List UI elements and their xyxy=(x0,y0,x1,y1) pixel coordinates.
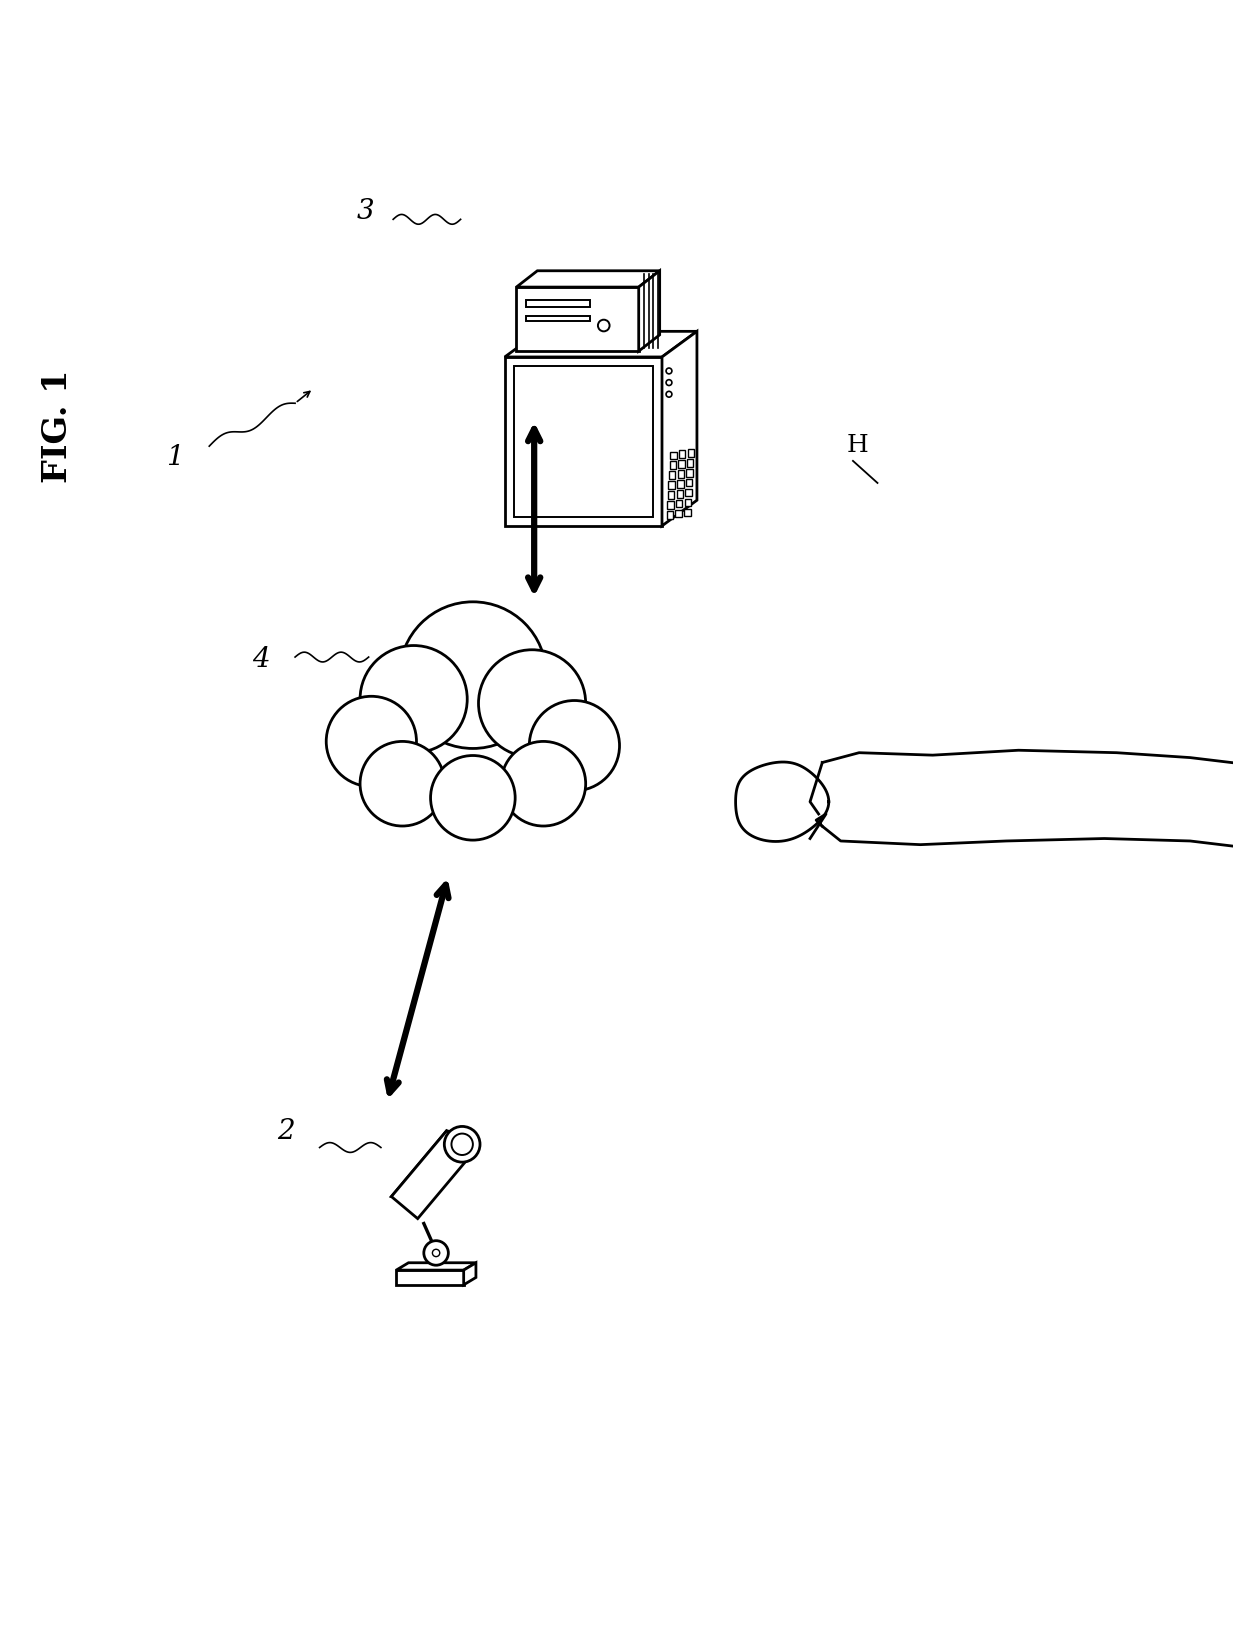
FancyBboxPatch shape xyxy=(678,470,684,477)
Text: 3: 3 xyxy=(356,199,374,225)
FancyBboxPatch shape xyxy=(686,479,692,487)
FancyBboxPatch shape xyxy=(686,488,692,497)
FancyBboxPatch shape xyxy=(678,451,686,457)
Polygon shape xyxy=(516,270,660,287)
Circle shape xyxy=(360,741,445,825)
FancyBboxPatch shape xyxy=(526,316,590,321)
Text: 1: 1 xyxy=(166,443,184,470)
FancyBboxPatch shape xyxy=(684,508,691,516)
Text: FIG. 1: FIG. 1 xyxy=(41,370,74,484)
Polygon shape xyxy=(397,1263,476,1270)
FancyBboxPatch shape xyxy=(678,461,684,467)
Circle shape xyxy=(360,646,467,752)
FancyBboxPatch shape xyxy=(667,511,673,519)
Polygon shape xyxy=(392,1131,472,1219)
FancyBboxPatch shape xyxy=(667,501,673,508)
Circle shape xyxy=(529,700,620,791)
FancyBboxPatch shape xyxy=(670,451,677,459)
Polygon shape xyxy=(662,332,697,526)
FancyBboxPatch shape xyxy=(670,461,676,469)
Circle shape xyxy=(424,1241,449,1265)
Circle shape xyxy=(360,741,445,825)
Circle shape xyxy=(326,697,417,786)
Text: H: H xyxy=(847,435,868,457)
Circle shape xyxy=(479,650,585,757)
Polygon shape xyxy=(516,287,639,352)
FancyBboxPatch shape xyxy=(668,492,675,498)
Polygon shape xyxy=(735,762,828,842)
Circle shape xyxy=(501,741,585,825)
Circle shape xyxy=(479,650,585,757)
FancyBboxPatch shape xyxy=(677,490,683,498)
Circle shape xyxy=(501,741,585,825)
Circle shape xyxy=(360,646,467,752)
FancyBboxPatch shape xyxy=(670,472,676,479)
Polygon shape xyxy=(392,1131,469,1201)
Polygon shape xyxy=(639,270,660,352)
FancyBboxPatch shape xyxy=(526,300,590,308)
FancyBboxPatch shape xyxy=(677,480,683,488)
Polygon shape xyxy=(515,366,652,516)
Polygon shape xyxy=(464,1263,476,1284)
Polygon shape xyxy=(505,357,662,526)
FancyBboxPatch shape xyxy=(687,469,693,477)
FancyBboxPatch shape xyxy=(688,449,694,457)
Circle shape xyxy=(451,1133,472,1154)
Polygon shape xyxy=(397,1270,464,1284)
Circle shape xyxy=(444,1127,480,1162)
FancyBboxPatch shape xyxy=(676,510,682,518)
Circle shape xyxy=(430,755,515,840)
Text: 4: 4 xyxy=(252,646,270,672)
Circle shape xyxy=(529,700,620,791)
FancyBboxPatch shape xyxy=(684,498,691,506)
Polygon shape xyxy=(505,332,697,357)
FancyBboxPatch shape xyxy=(668,482,675,488)
FancyBboxPatch shape xyxy=(687,459,693,467)
Text: 2: 2 xyxy=(277,1118,294,1144)
Circle shape xyxy=(399,602,546,749)
Circle shape xyxy=(433,1249,440,1257)
Circle shape xyxy=(430,755,515,840)
Circle shape xyxy=(326,697,417,786)
Circle shape xyxy=(399,602,546,749)
FancyBboxPatch shape xyxy=(676,500,682,508)
